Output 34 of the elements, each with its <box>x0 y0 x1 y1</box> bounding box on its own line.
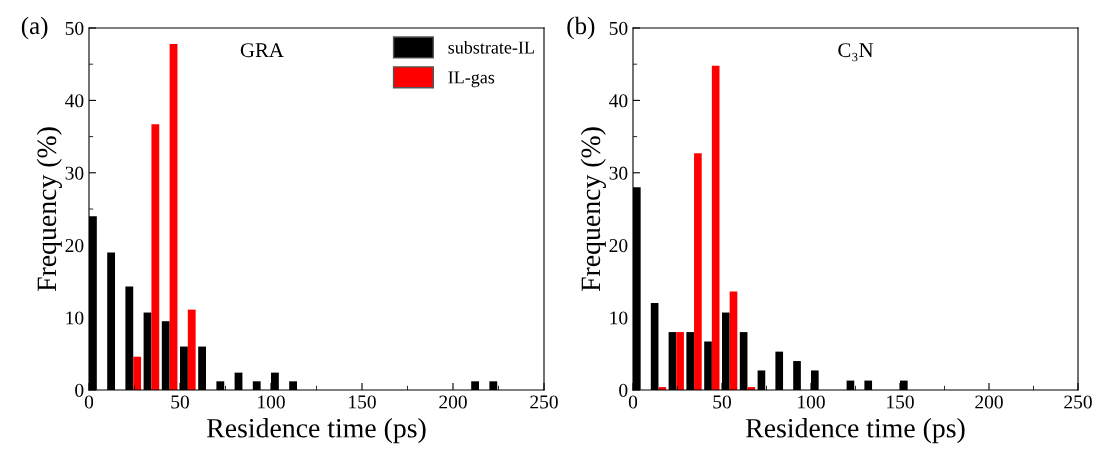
y-tick-label: 30 <box>609 166 628 180</box>
x-tick-label: 0 <box>628 395 638 409</box>
y-tick-label: 40 <box>65 94 84 108</box>
y-tick-label: 0 <box>619 383 628 397</box>
y-tick-label: 50 <box>65 21 84 35</box>
y-tick-label: 20 <box>65 239 84 253</box>
x-axis-title: Residence time (ps) <box>206 418 426 444</box>
x-tick-label: 50 <box>713 395 731 409</box>
x-tick-label: 50 <box>171 395 189 409</box>
y-tick-label: 10 <box>66 311 84 325</box>
y-axis-title: Frequency (%) <box>36 127 62 292</box>
y-tick-label: 0 <box>75 383 84 397</box>
x-tick-label: 150 <box>349 395 376 409</box>
text: (a) <box>21 16 48 40</box>
annotation: GRA <box>240 43 284 58</box>
y-tick-label: 40 <box>609 94 628 108</box>
x-tick-label: 250 <box>530 395 558 409</box>
x-tick-label: 200 <box>975 395 1003 409</box>
x-tick-label: 100 <box>798 395 825 409</box>
legend-label: substrate-IL <box>448 40 534 54</box>
legend-label: IL-gas <box>448 71 495 88</box>
y-tick-label: 20 <box>609 239 628 253</box>
x-tick-label: 0 <box>84 395 94 409</box>
y-tick-label: 50 <box>609 21 628 35</box>
x-axis-title: Residence time (ps) <box>745 418 965 444</box>
x-tick-label: 200 <box>439 395 467 409</box>
y-tick-label: 10 <box>610 311 628 325</box>
x-tick-label: 150 <box>887 395 914 409</box>
annotation: C₃N <box>838 43 874 62</box>
y-axis-title: Frequency (%) <box>580 127 606 292</box>
x-tick-label: 100 <box>258 395 285 409</box>
x-tick-label: 250 <box>1064 395 1092 409</box>
text: (b) <box>567 16 595 40</box>
y-tick-label: 30 <box>65 166 84 180</box>
